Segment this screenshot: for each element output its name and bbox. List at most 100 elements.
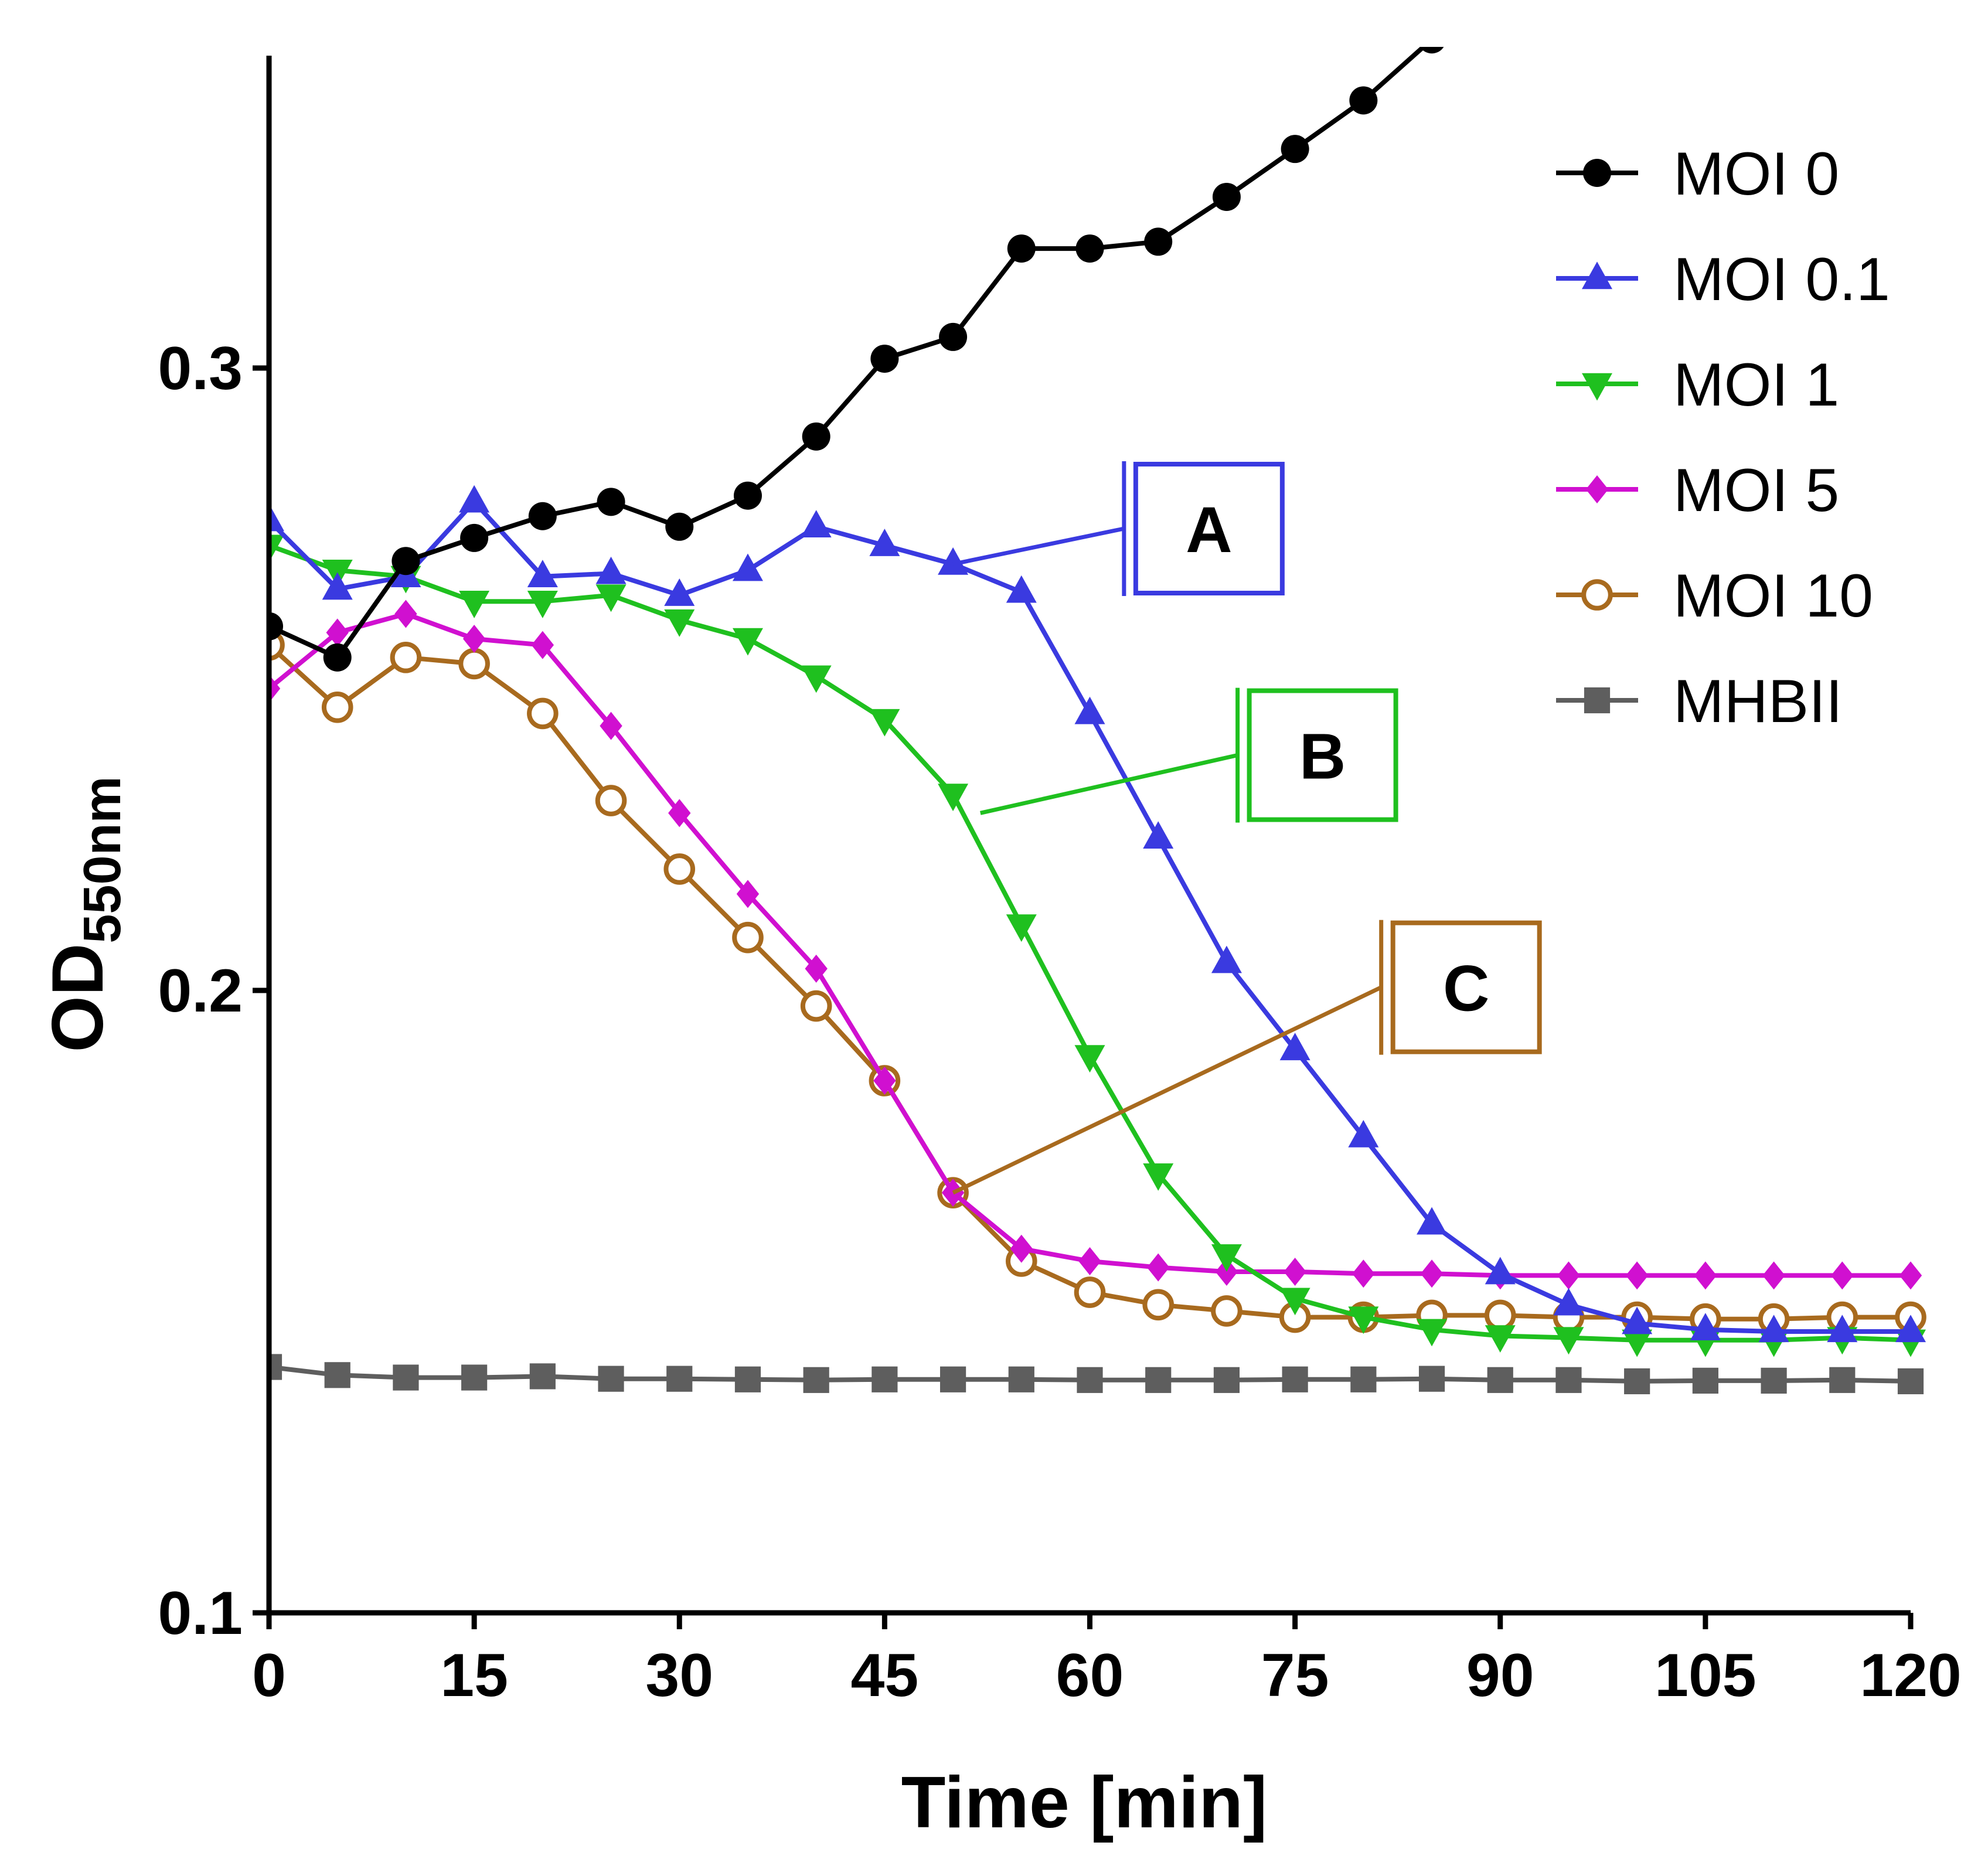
data-point-moi-1: [1006, 914, 1037, 942]
x-axis-title: Time [min]: [901, 1762, 1268, 1843]
data-point-moi-5: [1899, 1261, 1922, 1290]
data-point-moi-0: [1419, 47, 1444, 54]
data-point-moi-5: [736, 880, 760, 908]
data-point-moi-5: [326, 618, 349, 647]
data-point-mhbii: [1145, 1367, 1172, 1393]
data-point-moi-0-1: [1758, 1315, 1789, 1343]
data-point-moi-10: [1211, 1295, 1242, 1327]
x-tick-label: 90: [1466, 1642, 1534, 1710]
data-point-moi-5: [462, 624, 486, 653]
data-point-mhbii: [939, 1366, 966, 1392]
data-point-moi-0: [1075, 234, 1104, 263]
legend-item-moi-1: MOI 1: [1556, 351, 1839, 419]
data-point-mhbii: [1077, 1367, 1103, 1393]
y-tick-label: 0.3: [158, 335, 243, 403]
data-point-moi-1: [459, 591, 490, 618]
data-point-moi-5: [394, 600, 417, 628]
data-point-moi-0: [1144, 227, 1173, 256]
data-point-moi-10: [1484, 1299, 1516, 1332]
annotation-layer: A B C: [952, 461, 1542, 1195]
data-point-mhbii: [1282, 1366, 1308, 1392]
data-point-mhbii: [666, 1366, 693, 1392]
x-tick-label: 105: [1655, 1642, 1756, 1710]
data-point-mhbii: [1761, 1367, 1787, 1394]
data-point-moi-5: [1557, 1261, 1580, 1290]
series-moi-5: [269, 600, 1922, 1290]
data-point-mhbii: [1008, 1366, 1034, 1392]
annotation-a: A: [952, 461, 1285, 596]
data-point-moi-0: [939, 322, 968, 351]
x-tick-label: 75: [1261, 1642, 1329, 1710]
data-point-moi-1: [938, 784, 969, 812]
data-point-moi-5: [1352, 1259, 1375, 1288]
data-point-moi-10: [527, 697, 559, 730]
data-point-moi-1: [595, 584, 627, 612]
data-point-moi-0-1: [938, 547, 969, 575]
data-point-moi-0-1: [1895, 1315, 1926, 1343]
data-point-moi-0: [1007, 234, 1036, 263]
y-tick-label: 0.1: [158, 1579, 243, 1647]
data-point-moi-0: [1281, 135, 1309, 164]
data-point-mhbii: [1418, 1366, 1445, 1392]
data-point-moi-5: [1215, 1258, 1238, 1286]
data-point-mhbii: [872, 1366, 898, 1392]
data-point-moi-5: [269, 674, 281, 703]
legend: MOI 0 MOI 0.1 MOI 1 MOI 5 MOI 10 MHBII: [1556, 140, 1890, 735]
legend-item-moi-5: MOI 5: [1556, 457, 1839, 525]
data-point-moi-0-1: [269, 503, 284, 532]
data-point-moi-0-1: [1211, 945, 1242, 973]
data-point-moi-0-1: [1690, 1313, 1721, 1340]
y-axis-title: OD550nm: [38, 776, 132, 1052]
data-point-moi-0-1: [1553, 1288, 1584, 1316]
data-point-moi-5: [1078, 1247, 1101, 1275]
data-point-moi-10: [800, 990, 832, 1022]
data-point-moi-5: [1762, 1261, 1785, 1290]
series-moi-1: [269, 534, 1926, 1357]
data-point-moi-0-1: [1143, 821, 1174, 849]
data-point-mhbii: [1624, 1368, 1650, 1395]
data-point-moi-1: [269, 534, 284, 563]
data-point-moi-0-1: [1622, 1306, 1653, 1334]
legend-label-moi-0-1: MOI 0.1: [1673, 246, 1890, 314]
data-point-moi-5: [1010, 1234, 1033, 1263]
data-point-moi-1: [1074, 1045, 1105, 1073]
legend-item-moi-0: MOI 0: [1556, 140, 1839, 208]
annotation-box-c: [1390, 920, 1542, 1054]
data-point-moi-1: [1553, 1327, 1584, 1355]
x-tick-label: 60: [1056, 1642, 1124, 1710]
data-point-moi-1: [1279, 1288, 1310, 1316]
data-point-moi-5: [600, 711, 622, 740]
data-point-moi-0: [323, 643, 352, 672]
data-point-moi-10: [732, 921, 764, 954]
data-point-mhbii: [1829, 1367, 1856, 1393]
data-point-moi-5: [1831, 1261, 1854, 1290]
data-point-moi-0-1: [732, 553, 763, 581]
legend-marker-moi-5: [1585, 475, 1609, 503]
data-point-moi-0: [1349, 86, 1378, 115]
data-point-moi-5: [1420, 1259, 1444, 1288]
data-point-mhbii: [1213, 1367, 1240, 1393]
data-point-moi-1: [1417, 1319, 1448, 1347]
data-point-moi-1: [1143, 1163, 1174, 1191]
data-point-mhbii: [1692, 1367, 1718, 1394]
data-point-moi-0: [1212, 182, 1241, 211]
data-point-moi-1: [801, 665, 832, 693]
series-line-moi-1: [269, 543, 1911, 1343]
legend-label-mhbii: MHBII: [1673, 668, 1843, 735]
legend-marker-moi-10: [1581, 579, 1613, 611]
data-point-moi-5: [873, 1066, 896, 1095]
legend-item-mhbii: MHBII: [1556, 668, 1843, 735]
data-point-moi-0-1: [459, 485, 490, 513]
legend-label-moi-0: MOI 0: [1673, 140, 1839, 208]
data-point-moi-5: [941, 1179, 965, 1207]
data-point-moi-0-1: [1485, 1257, 1516, 1285]
y-axis-title-main: OD: [38, 944, 118, 1053]
data-point-moi-0-1: [1417, 1207, 1448, 1235]
data-point-moi-1: [732, 628, 763, 656]
annotation-c: C: [952, 920, 1542, 1195]
x-tick-label: 30: [645, 1642, 713, 1710]
data-point-moi-0: [1486, 0, 1514, 5]
data-point-moi-1: [869, 709, 900, 737]
data-point-moi-10: [595, 785, 627, 816]
series-line-moi-10: [269, 643, 1911, 1322]
